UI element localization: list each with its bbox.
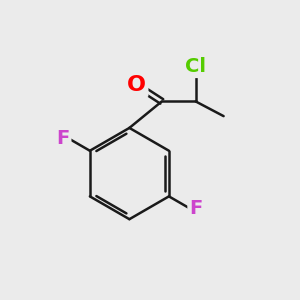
Text: O: O bbox=[127, 75, 146, 95]
Text: F: F bbox=[56, 129, 70, 148]
Text: F: F bbox=[189, 200, 203, 218]
Text: Cl: Cl bbox=[185, 57, 206, 76]
